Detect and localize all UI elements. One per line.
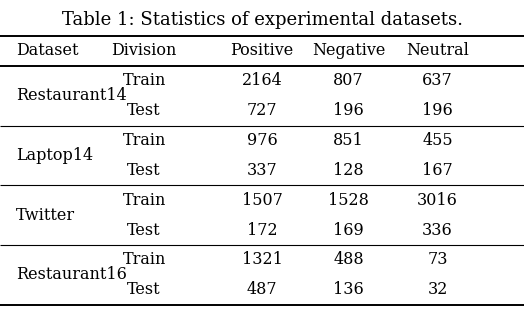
Text: Test: Test <box>127 281 161 298</box>
Text: Train: Train <box>123 251 166 268</box>
Text: Restaurant14: Restaurant14 <box>16 87 126 104</box>
Text: Train: Train <box>123 72 166 89</box>
Text: Train: Train <box>123 192 166 209</box>
Text: 487: 487 <box>247 281 277 298</box>
Text: 1507: 1507 <box>242 192 282 209</box>
Text: 807: 807 <box>333 72 364 89</box>
Text: 455: 455 <box>422 132 453 149</box>
Text: 637: 637 <box>422 72 453 89</box>
Text: Test: Test <box>127 221 161 239</box>
Text: Restaurant16: Restaurant16 <box>16 266 127 283</box>
Text: Neutral: Neutral <box>406 42 469 59</box>
Text: Test: Test <box>127 162 161 179</box>
Text: 1321: 1321 <box>242 251 282 268</box>
Text: Dataset: Dataset <box>16 42 78 59</box>
Text: 136: 136 <box>333 281 364 298</box>
Text: Table 1: Statistics of experimental datasets.: Table 1: Statistics of experimental data… <box>61 11 463 29</box>
Text: Negative: Negative <box>312 42 385 59</box>
Text: 336: 336 <box>422 221 453 239</box>
Text: 2164: 2164 <box>242 72 282 89</box>
Text: Train: Train <box>123 132 166 149</box>
Text: 32: 32 <box>428 281 447 298</box>
Text: Twitter: Twitter <box>16 207 75 224</box>
Text: Division: Division <box>112 42 177 59</box>
Text: 73: 73 <box>427 251 448 268</box>
Text: 727: 727 <box>247 102 277 119</box>
Text: 172: 172 <box>247 221 277 239</box>
Text: 169: 169 <box>333 221 364 239</box>
Text: Test: Test <box>127 102 161 119</box>
Text: 976: 976 <box>247 132 277 149</box>
Text: 196: 196 <box>422 102 453 119</box>
Text: 488: 488 <box>333 251 364 268</box>
Text: 3016: 3016 <box>417 192 458 209</box>
Text: 167: 167 <box>422 162 453 179</box>
Text: 851: 851 <box>333 132 364 149</box>
Text: 1528: 1528 <box>328 192 369 209</box>
Text: 196: 196 <box>333 102 364 119</box>
Text: Positive: Positive <box>231 42 293 59</box>
Text: Laptop14: Laptop14 <box>16 147 93 164</box>
Text: 128: 128 <box>333 162 364 179</box>
Text: 337: 337 <box>247 162 277 179</box>
